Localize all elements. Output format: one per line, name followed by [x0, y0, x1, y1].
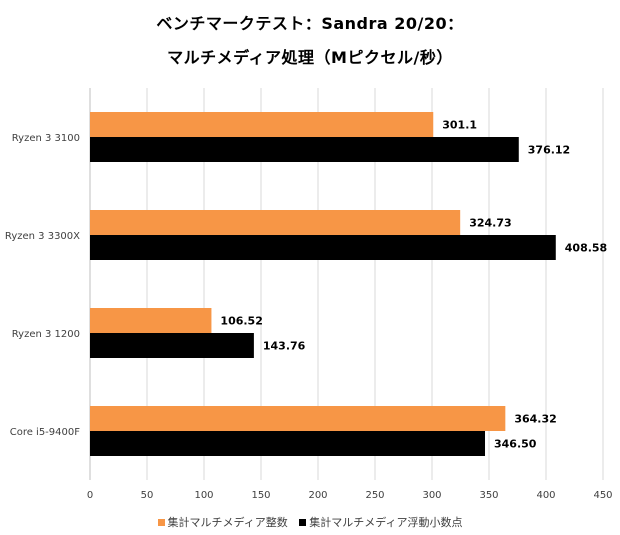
category-label: Ryzen 3 3100 [12, 133, 80, 144]
chart-title: ベンチマークテスト：Sandra 20/20： [156, 14, 464, 33]
x-tick-label: 100 [194, 490, 213, 501]
data-label: 324.73 [469, 217, 511, 230]
x-tick-label: 200 [308, 490, 327, 501]
x-tick-label: 0 [87, 490, 93, 501]
bar-integer [90, 308, 212, 333]
bar-integer [90, 406, 506, 431]
x-tick-label: 150 [251, 490, 270, 501]
category-label: Core i5-9400F [10, 427, 81, 438]
bar-integer [90, 112, 434, 137]
data-label: 408.58 [565, 242, 607, 255]
x-tick-label: 400 [536, 490, 555, 501]
x-tick-label: 300 [422, 490, 441, 501]
bar-float [90, 431, 486, 456]
x-tick-label: 350 [479, 490, 498, 501]
bar-float [90, 137, 519, 162]
category-label: Ryzen 3 1200 [12, 329, 80, 340]
legend-label-float: 集計マルチメディア浮動小数点 [309, 516, 463, 529]
data-label: 301.1 [442, 119, 477, 132]
category-label: Ryzen 3 3300X [5, 231, 80, 242]
x-tick-label: 450 [593, 490, 612, 501]
chart-subtitle: マルチメディア処理（Mピクセル/秒） [167, 48, 453, 67]
legend: 集計マルチメディア整数 集計マルチメディア浮動小数点 [0, 514, 620, 530]
data-label: 106.52 [220, 315, 262, 328]
bar-float [90, 235, 556, 260]
data-label: 364.32 [514, 413, 556, 426]
x-tick-label: 50 [141, 490, 154, 501]
data-label: 346.50 [494, 438, 537, 451]
x-tick-label: 250 [365, 490, 384, 501]
data-label: 143.76 [263, 340, 306, 353]
legend-swatch-integer [157, 518, 165, 526]
legend-item-integer: 集計マルチメディア整数 [157, 514, 288, 530]
legend-swatch-float [299, 518, 307, 526]
legend-label-integer: 集計マルチメディア整数 [167, 516, 288, 529]
bar-integer [90, 210, 461, 235]
legend-item-float: 集計マルチメディア浮動小数点 [299, 514, 462, 530]
bar-float [90, 333, 254, 358]
data-label: 376.12 [528, 144, 570, 157]
